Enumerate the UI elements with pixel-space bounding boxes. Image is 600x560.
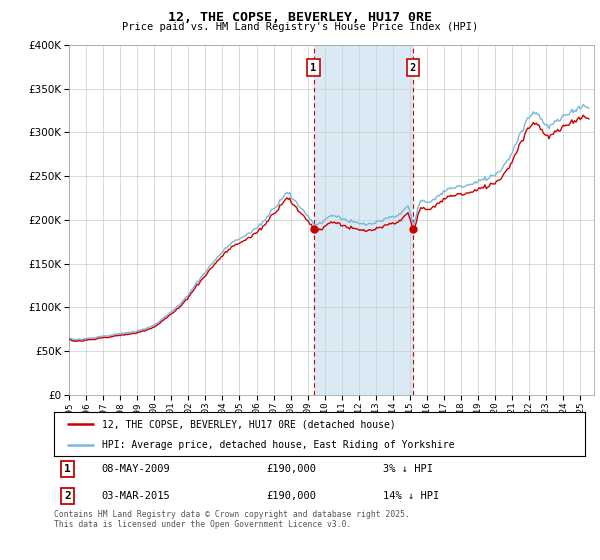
Text: Price paid vs. HM Land Registry's House Price Index (HPI): Price paid vs. HM Land Registry's House … xyxy=(122,22,478,32)
Text: 08-MAY-2009: 08-MAY-2009 xyxy=(102,464,170,474)
Bar xyxy=(314,45,413,395)
Text: £190,000: £190,000 xyxy=(266,491,316,501)
Text: 2: 2 xyxy=(64,491,71,501)
Text: Contains HM Land Registry data © Crown copyright and database right 2025.
This d: Contains HM Land Registry data © Crown c… xyxy=(54,510,410,529)
Text: HPI: Average price, detached house, East Riding of Yorkshire: HPI: Average price, detached house, East… xyxy=(102,440,454,450)
Text: 12, THE COPSE, BEVERLEY, HU17 0RE: 12, THE COPSE, BEVERLEY, HU17 0RE xyxy=(168,11,432,24)
Text: 14% ↓ HPI: 14% ↓ HPI xyxy=(383,491,439,501)
Text: 12, THE COPSE, BEVERLEY, HU17 0RE (detached house): 12, THE COPSE, BEVERLEY, HU17 0RE (detac… xyxy=(102,419,395,429)
Text: 3% ↓ HPI: 3% ↓ HPI xyxy=(383,464,433,474)
Text: 1: 1 xyxy=(310,63,317,73)
Text: £190,000: £190,000 xyxy=(266,464,316,474)
Text: 03-MAR-2015: 03-MAR-2015 xyxy=(102,491,170,501)
Text: 1: 1 xyxy=(64,464,71,474)
Text: 2: 2 xyxy=(410,63,416,73)
